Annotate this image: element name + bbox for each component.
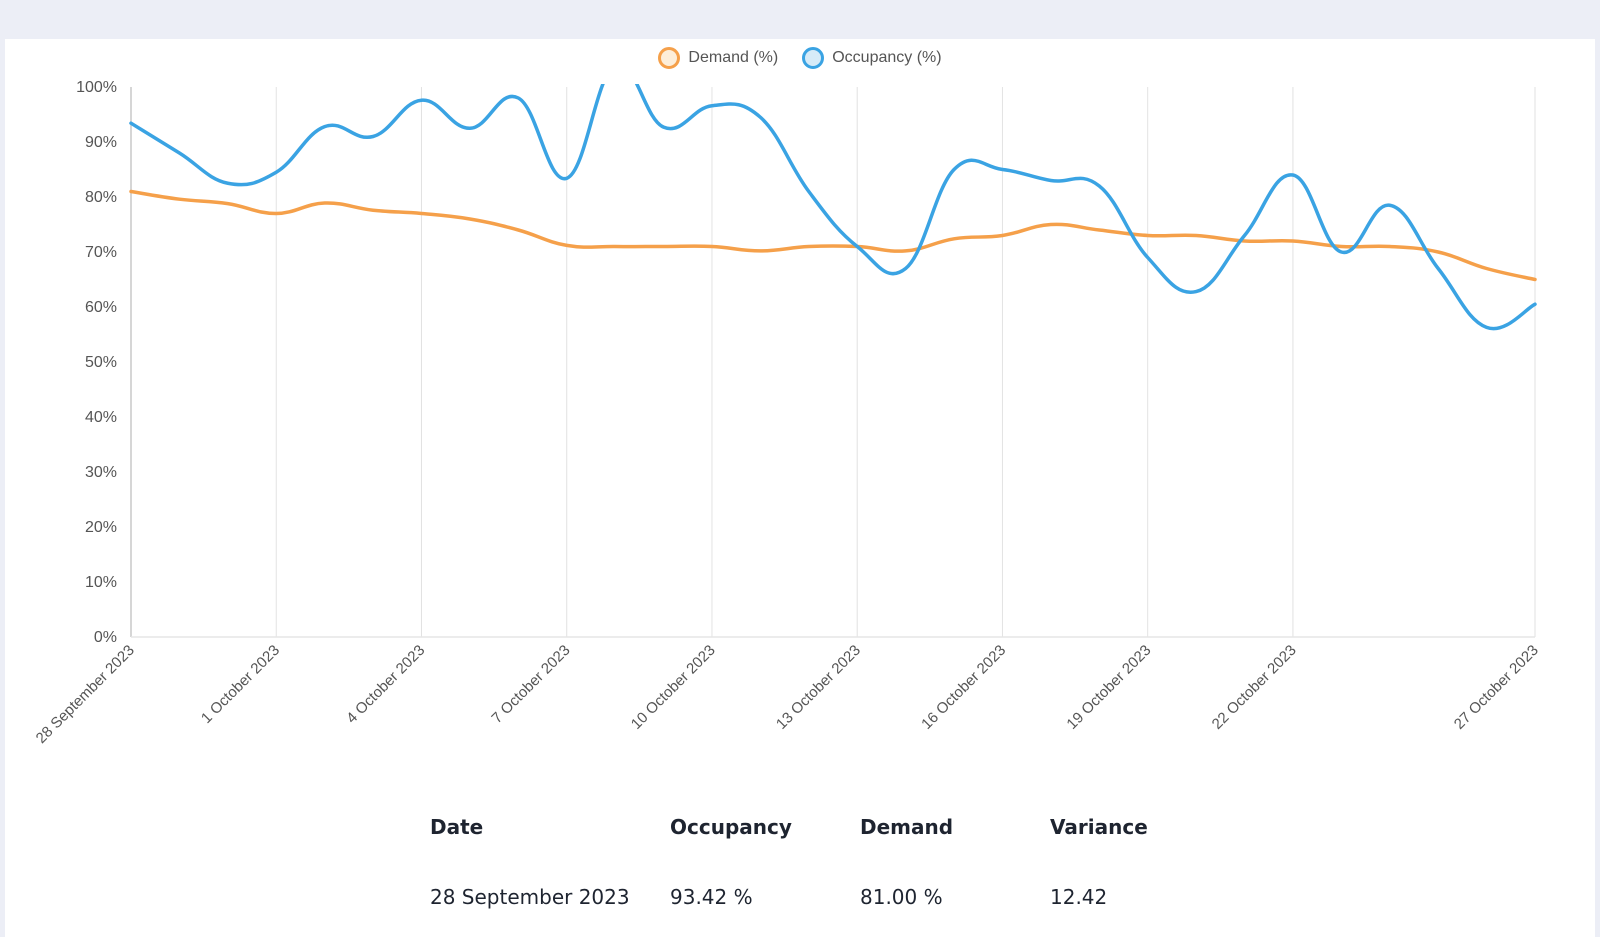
cell-variance: 12.42: [1050, 885, 1108, 909]
x-tick-label: 1 October 2023: [198, 642, 283, 727]
y-tick-label: 50%: [85, 354, 117, 371]
legend-item-demand[interactable]: Demand (%): [658, 47, 778, 69]
cell-occupancy: 93.42 %: [670, 885, 753, 909]
x-tick-label: 7 October 2023: [488, 642, 573, 727]
header-variance: Variance: [1050, 815, 1148, 839]
data-table: Date Occupancy Demand Variance 28 Septem…: [430, 815, 1200, 909]
header-occupancy: Occupancy: [670, 815, 792, 839]
legend-item-occupancy[interactable]: Occupancy (%): [802, 47, 942, 69]
header-date: Date: [430, 815, 484, 839]
grid-lines: [130, 87, 1536, 637]
chart-panel: [5, 39, 1595, 937]
x-tick-label: 22 October 2023: [1209, 642, 1300, 733]
series-lines: [129, 64, 1537, 331]
x-tick-label: 16 October 2023: [918, 642, 1009, 733]
y-tick-label: 100%: [76, 79, 117, 96]
cell-demand: 81.00 %: [860, 885, 943, 909]
y-tick-label: 40%: [85, 409, 117, 426]
y-tick-label: 90%: [85, 134, 117, 151]
axes: [130, 87, 1535, 638]
header-demand: Demand: [860, 815, 954, 839]
table-row: 28 September 2023 93.42 % 81.00 % 12.42: [430, 885, 1200, 909]
x-tick-label: 27 October 2023: [1451, 642, 1542, 733]
occupancy-legend-swatch-icon: [802, 47, 825, 69]
occupancy-series-line[interactable]: [129, 64, 1537, 331]
x-tick-label: 19 October 2023: [1063, 642, 1154, 733]
chart-legend: Demand (%) Occupancy (%): [0, 47, 1600, 69]
demand-legend-swatch-icon: [658, 47, 681, 69]
legend-label-demand: Demand (%): [688, 49, 779, 66]
y-tick-label: 60%: [85, 299, 117, 316]
x-tick-label: 28 September 2023: [33, 642, 138, 747]
demand-series-line[interactable]: [129, 189, 1537, 282]
legend-label-occupancy: Occupancy (%): [832, 49, 942, 66]
y-tick-label: 20%: [85, 519, 117, 536]
x-tick-label: 10 October 2023: [628, 642, 719, 733]
cell-date: 28 September 2023: [430, 885, 630, 909]
y-tick-label: 80%: [85, 189, 117, 206]
x-tick-label: 4 October 2023: [343, 642, 428, 727]
y-tick-label: 70%: [85, 244, 117, 261]
y-tick-label: 10%: [85, 574, 117, 591]
y-tick-label: 30%: [85, 464, 117, 481]
y-tick-label: 0%: [94, 629, 117, 646]
x-tick-label: 13 October 2023: [773, 642, 864, 733]
table-header-row: Date Occupancy Demand Variance: [430, 815, 1200, 885]
